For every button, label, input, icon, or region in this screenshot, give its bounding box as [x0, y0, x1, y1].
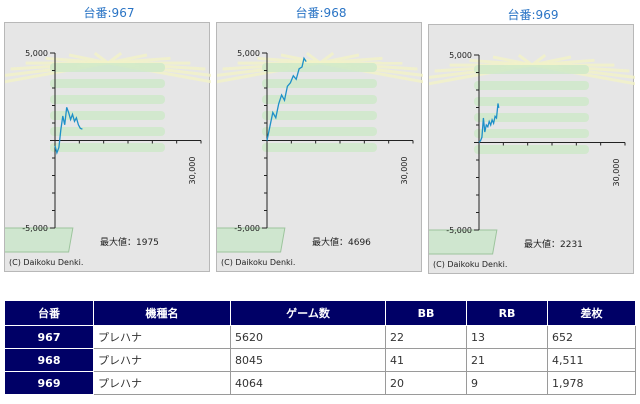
stand-stripe [474, 97, 589, 106]
machine-number-cell: 967 [4, 325, 94, 349]
field-shape [217, 227, 286, 253]
stand-stripe [262, 79, 377, 88]
light-ray [531, 55, 572, 67]
stand-stripe [50, 79, 165, 88]
header-rb: RB [466, 300, 548, 326]
machine-number-cell: 969 [4, 371, 94, 395]
rb-cell: 9 [466, 371, 548, 395]
header-difference: 差枚 [547, 300, 636, 326]
machine-data-table: 台番 機種名 ゲーム数 BB RB 差枚 967 プレハナ 5620 22 13… [4, 300, 636, 395]
y-tick-label-bottom: -5,000 [446, 226, 472, 235]
bb-cell: 20 [385, 371, 467, 395]
copyright-text: (C) Daikoku Denki. [433, 260, 508, 269]
graph-panel-967: 台番:967 5,000 -5,000 30,000 最大値：1975 (C) Da… [4, 0, 214, 285]
panel-title: 台番:969 [507, 8, 559, 22]
y-tick-label-top: 5,000 [449, 51, 472, 60]
y-tick-label-bottom: -5,000 [234, 224, 260, 233]
series-line [266, 56, 307, 141]
background-art [429, 54, 635, 255]
game-count-cell: 4064 [230, 371, 386, 395]
table-header-row: 台番 機種名 ゲーム数 BB RB 差枚 [4, 300, 636, 326]
background-art [217, 52, 423, 253]
rb-cell: 21 [466, 348, 548, 372]
game-count-cell: 8045 [230, 348, 386, 372]
panel-title: 台番:967 [83, 6, 135, 20]
difference-cell: 652 [547, 325, 636, 349]
header-bb: BB [385, 300, 467, 326]
graph-panel-969: 台番:969 5,000 -5,000 30,000 最大値：2231 (C) Da… [428, 0, 638, 285]
table-row[interactable]: 967 プレハナ 5620 22 13 652 [4, 325, 636, 349]
machine-name-cell: プレハナ [93, 325, 231, 349]
stand-stripe [474, 113, 589, 122]
stand-stripe [50, 63, 165, 72]
stand-stripe [50, 95, 165, 104]
stand-stripe [262, 111, 377, 120]
light-ray [107, 52, 123, 65]
graph-panel-968: 台番:968 5,000 -5,000 30,000 最大値：4696 (C) Da… [216, 0, 426, 285]
game-count-cell: 5620 [230, 325, 386, 349]
bb-cell: 41 [385, 348, 467, 372]
stand-stripe [50, 143, 165, 152]
difference-cell: 4,511 [547, 348, 636, 372]
max-value-label: 最大値：4696 [312, 238, 371, 248]
field-shape [5, 227, 74, 253]
slump-graph: 5,000 -5,000 30,000 最大値：4696 (C) Daikoku D… [216, 22, 423, 272]
field-shape [429, 229, 498, 255]
bb-cell: 22 [385, 325, 467, 349]
header-machine-number: 台番 [4, 300, 94, 326]
table-row[interactable]: 969 プレハナ 4064 20 9 1,978 [4, 371, 636, 395]
header-machine-name: 機種名 [93, 300, 231, 326]
x-tick-label-max: 30,000 [188, 157, 197, 185]
machine-name-cell: プレハナ [93, 371, 231, 395]
rb-cell: 13 [466, 325, 548, 349]
y-tick-label-top: 5,000 [25, 49, 48, 58]
difference-cell: 1,978 [547, 371, 636, 395]
table-row[interactable]: 968 プレハナ 8045 41 21 4,511 [4, 348, 636, 372]
header-game-count: ゲーム数 [230, 300, 386, 326]
copyright-text: (C) Daikoku Denki. [9, 258, 84, 267]
x-tick-label-max: 30,000 [400, 157, 409, 185]
y-tick-label-bottom: -5,000 [22, 224, 48, 233]
stand-stripe [474, 145, 589, 154]
stand-stripe [474, 81, 589, 90]
series-line [478, 103, 500, 143]
panel-title: 台番:968 [295, 6, 347, 20]
y-tick-label-top: 5,000 [237, 49, 260, 58]
light-ray [531, 54, 547, 67]
stand-stripe [50, 111, 165, 120]
stand-stripe [262, 95, 377, 104]
series-line [54, 107, 83, 155]
machine-name-cell: プレハナ [93, 348, 231, 372]
stand-stripe [262, 63, 377, 72]
max-value-label: 最大値：1975 [100, 238, 159, 248]
copyright-text: (C) Daikoku Denki. [221, 258, 296, 267]
machine-number-cell: 968 [4, 348, 94, 372]
slump-graph: 5,000 -5,000 30,000 最大値：2231 (C) Daikoku D… [428, 24, 635, 274]
light-ray [107, 53, 148, 65]
slump-graph: 5,000 -5,000 30,000 最大値：1975 (C) Daikoku D… [4, 22, 211, 272]
x-tick-label-max: 30,000 [612, 159, 621, 187]
background-art [5, 52, 211, 253]
max-value-label: 最大値：2231 [524, 240, 583, 250]
light-ray [319, 53, 360, 65]
stand-stripe [474, 129, 589, 138]
stand-stripe [474, 65, 589, 74]
light-ray [319, 52, 335, 65]
stand-stripe [262, 127, 377, 136]
stand-stripe [262, 143, 377, 152]
stand-stripe [50, 127, 165, 136]
